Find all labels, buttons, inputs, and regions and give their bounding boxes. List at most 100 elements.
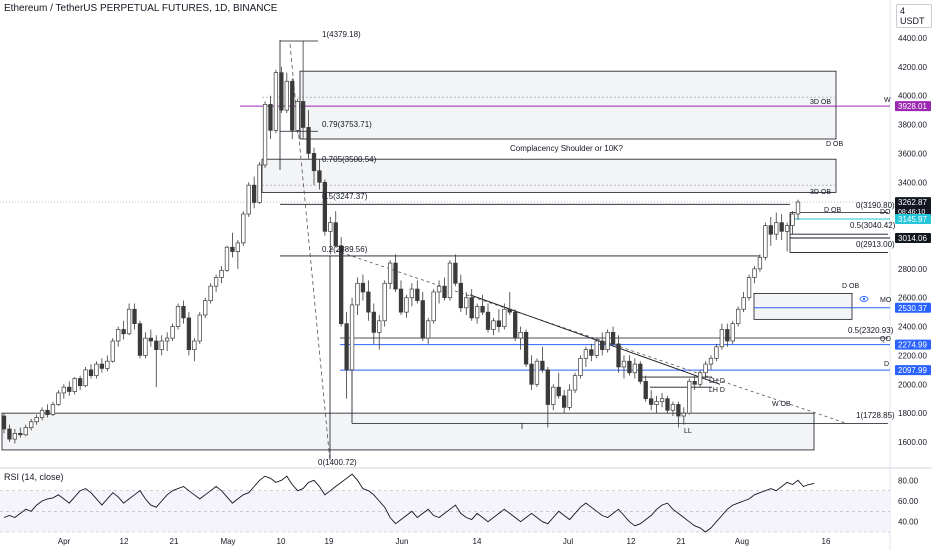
candle-down <box>589 349 594 356</box>
candle-down <box>252 184 257 203</box>
candle-up <box>143 337 148 356</box>
zone-w-ob-bottom <box>1 412 815 451</box>
fib-label: 1(1728.85) <box>856 411 895 420</box>
candle-up <box>56 392 61 405</box>
annotation: LL <box>684 428 692 435</box>
candle-down <box>556 386 561 397</box>
candle-down <box>480 306 485 313</box>
eye-icon <box>859 296 869 302</box>
candle-up <box>605 331 610 351</box>
candle-up <box>491 320 496 330</box>
candle-up <box>72 378 77 392</box>
currency-button[interactable]: 4 USDT <box>896 4 932 28</box>
candle-up <box>594 340 599 356</box>
candle-down <box>469 297 474 319</box>
candle-up <box>61 386 66 394</box>
candle-down <box>230 246 235 252</box>
y-tick-label: 3400.00 <box>898 178 927 187</box>
trendline-descending <box>469 294 721 385</box>
candle-up <box>697 372 703 385</box>
zone-d-ob-right <box>753 292 853 320</box>
price-tag-countdown: 08:46:10 <box>898 209 925 216</box>
y-tick-label: 4200.00 <box>898 63 927 72</box>
rsi-tick-label: 60.00 <box>898 497 919 506</box>
y-tick-label: 2800.00 <box>898 265 927 274</box>
candle-up <box>23 427 28 436</box>
candle-up <box>621 360 627 368</box>
y-tick-label: 3800.00 <box>898 121 927 130</box>
candle-up <box>349 304 355 371</box>
y-tick-label: 2200.00 <box>898 351 927 360</box>
candle-down <box>393 262 398 290</box>
candle-up <box>774 222 779 235</box>
price-tag-label: 2530.37 <box>898 304 927 313</box>
candle-up <box>257 164 262 203</box>
candle-down <box>415 288 420 301</box>
x-tick-label: Apr <box>58 537 71 546</box>
candle-up <box>273 72 279 131</box>
candle-down <box>600 340 605 351</box>
candle-up <box>659 398 665 402</box>
candle-up <box>29 421 34 428</box>
candle-down <box>137 323 143 356</box>
candle-down <box>496 320 502 327</box>
candle-down <box>268 104 273 131</box>
candle-down <box>627 360 632 374</box>
y-tick-label: 4000.00 <box>898 92 927 101</box>
y-tick-label: 1600.00 <box>898 438 927 447</box>
annotation: LH D <box>709 378 725 385</box>
candle-up <box>12 432 18 440</box>
candle-up <box>784 225 790 232</box>
candle-down <box>181 306 186 319</box>
annotation: D OB <box>826 141 843 148</box>
candle-down <box>616 343 621 368</box>
candle-up <box>382 282 387 322</box>
candle-up <box>502 308 507 327</box>
eye-icon-pupil <box>862 297 866 301</box>
candle-up <box>105 360 110 369</box>
annotation: DO <box>880 209 891 216</box>
annotation: D OB <box>842 283 859 290</box>
x-tick-label: Aug <box>735 537 749 546</box>
candle-up <box>126 308 132 335</box>
candle-up <box>752 268 757 278</box>
candle-down <box>420 300 425 339</box>
chart-title: Ethereum / TetherUS PERPETUAL FUTURES, 1… <box>4 3 277 14</box>
price-tag-bg <box>895 213 931 224</box>
price-tag-label: 3928.01 <box>898 102 927 111</box>
candle-down <box>366 291 371 313</box>
candle-up <box>159 340 164 351</box>
candle-up <box>730 323 735 342</box>
fib-label: 0.79(3753.71) <box>322 120 372 129</box>
candle-down <box>7 428 12 440</box>
rsi-tick-label: 80.00 <box>898 476 919 485</box>
candle-down <box>768 225 773 235</box>
candle-down <box>610 331 616 345</box>
candle-down <box>339 245 344 325</box>
candle-down <box>300 101 306 128</box>
candle-down <box>88 369 94 376</box>
annotation: 3D OB <box>810 189 831 196</box>
candle-down <box>322 181 328 232</box>
candle-down <box>317 170 322 183</box>
candle-up <box>170 326 175 339</box>
candle-down <box>458 282 463 309</box>
y-tick-label: 2000.00 <box>898 380 927 389</box>
x-tick-label: 10 <box>277 537 286 546</box>
fib-label: 0(3190.80) <box>856 201 895 210</box>
x-tick-label: 21 <box>677 537 686 546</box>
candle-up <box>404 297 409 313</box>
annotation: LH D <box>709 387 725 394</box>
price-tag-bg <box>895 339 931 350</box>
candle-up <box>795 201 801 215</box>
candle-down <box>18 432 23 436</box>
candle-down <box>643 381 648 400</box>
annotation: QO <box>880 336 891 343</box>
candle-up <box>578 357 583 376</box>
candle-up <box>670 404 676 411</box>
candle-up <box>224 246 230 271</box>
fib-label: 1(4379.18) <box>322 30 361 39</box>
x-tick-label: Jul <box>563 537 573 546</box>
